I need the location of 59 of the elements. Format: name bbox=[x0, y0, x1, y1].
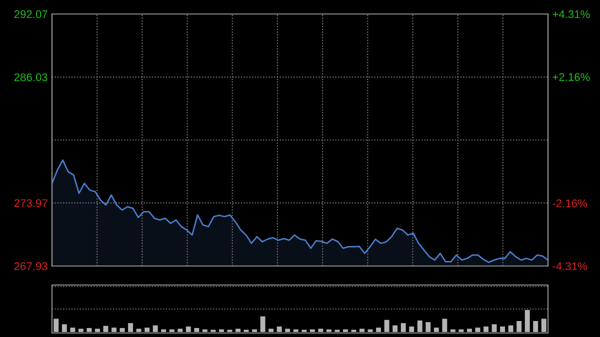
bar bbox=[236, 328, 240, 332]
bar bbox=[475, 328, 480, 332]
bar bbox=[178, 328, 183, 332]
y-tick-label: 267.93 bbox=[14, 262, 48, 270]
bar bbox=[409, 326, 414, 332]
bar bbox=[400, 323, 406, 332]
y-tick-label: 292.07 bbox=[14, 10, 48, 18]
y2-tick-label: -4.31% bbox=[552, 262, 587, 270]
bar bbox=[384, 320, 390, 332]
bar bbox=[318, 328, 324, 332]
bar bbox=[516, 320, 522, 332]
y2-tick-label: +2.16% bbox=[552, 73, 590, 81]
bar bbox=[128, 323, 134, 332]
bar bbox=[360, 328, 364, 332]
bar bbox=[70, 328, 76, 332]
bar bbox=[541, 318, 546, 332]
bar bbox=[161, 329, 166, 332]
bar bbox=[484, 326, 488, 332]
y2-tick-label: -2.16% bbox=[552, 199, 587, 208]
bar bbox=[62, 324, 67, 332]
bar bbox=[120, 328, 125, 332]
bar bbox=[450, 329, 456, 332]
y2-tick-label: +4.31% bbox=[552, 10, 590, 18]
y-tick-label: 286.03 bbox=[14, 73, 48, 82]
bar bbox=[252, 329, 258, 332]
bar bbox=[169, 329, 174, 332]
bar bbox=[376, 328, 382, 332]
bar bbox=[458, 329, 464, 332]
bar bbox=[260, 316, 266, 332]
bar bbox=[276, 326, 282, 332]
bar bbox=[186, 326, 191, 332]
bar bbox=[285, 328, 290, 332]
bar bbox=[202, 329, 208, 332]
bar bbox=[417, 320, 422, 332]
bar bbox=[293, 329, 298, 332]
bar bbox=[392, 325, 398, 332]
bar bbox=[218, 329, 224, 332]
y-tick-label: 273.97 bbox=[14, 199, 48, 208]
bar bbox=[136, 328, 142, 332]
bar bbox=[86, 328, 92, 332]
bar bbox=[466, 328, 472, 332]
bar bbox=[533, 320, 538, 332]
bar bbox=[78, 328, 84, 332]
bar bbox=[426, 322, 431, 332]
bar bbox=[524, 310, 530, 332]
bar bbox=[152, 325, 158, 332]
bar bbox=[54, 318, 59, 332]
bar bbox=[342, 329, 348, 332]
bar bbox=[112, 328, 116, 332]
bar bbox=[442, 318, 448, 332]
bar bbox=[144, 328, 150, 332]
bar bbox=[508, 325, 514, 332]
bar bbox=[194, 328, 200, 332]
bar bbox=[434, 328, 439, 332]
bar bbox=[310, 329, 315, 332]
bar bbox=[268, 328, 274, 332]
bar bbox=[326, 329, 332, 332]
bar bbox=[94, 328, 100, 332]
bar bbox=[500, 326, 506, 332]
